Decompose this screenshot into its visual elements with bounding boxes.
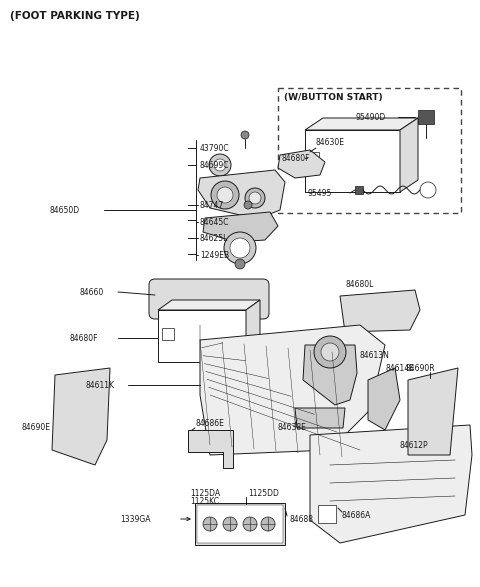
Circle shape [203,517,217,531]
Circle shape [243,517,257,531]
Circle shape [249,192,261,204]
Polygon shape [200,325,385,455]
Circle shape [261,517,275,531]
Circle shape [230,238,250,258]
Text: 84686A: 84686A [342,511,372,519]
Polygon shape [305,118,418,130]
Polygon shape [188,430,233,468]
Circle shape [211,181,239,209]
Bar [309,152,319,162]
Text: 84630E: 84630E [316,137,345,147]
Text: 95495: 95495 [308,188,332,197]
Text: 84660: 84660 [80,288,104,296]
Text: 84690E: 84690E [22,423,51,433]
Circle shape [217,187,233,203]
FancyBboxPatch shape [278,88,461,213]
Bar [305,130,400,192]
Polygon shape [198,170,285,218]
Circle shape [321,343,339,361]
Polygon shape [368,368,400,430]
Bar [318,505,336,523]
Text: 84680F: 84680F [70,333,98,342]
Polygon shape [52,368,110,465]
Polygon shape [340,290,420,332]
Text: (W/BUTTON START): (W/BUTTON START) [284,93,383,102]
Text: 84612P: 84612P [400,440,429,450]
Text: 84680L: 84680L [345,279,373,288]
Text: 84613N: 84613N [360,350,390,359]
FancyBboxPatch shape [149,279,269,319]
Circle shape [314,336,346,368]
Text: 84747: 84747 [200,201,224,210]
Polygon shape [203,212,278,242]
Polygon shape [303,345,357,405]
Bar [355,186,363,194]
Text: 84625L: 84625L [200,234,228,242]
Text: 84690R: 84690R [405,363,434,373]
Polygon shape [278,150,325,178]
Circle shape [244,201,252,209]
Polygon shape [400,118,418,192]
Polygon shape [158,300,260,310]
Text: 84680F: 84680F [281,153,310,163]
Text: 84686E: 84686E [195,419,224,427]
Circle shape [241,131,249,139]
Text: 95490D: 95490D [355,113,385,122]
Circle shape [235,259,245,269]
Text: 84611K: 84611K [85,380,114,390]
Circle shape [209,154,231,176]
Text: 1125DD: 1125DD [248,488,279,498]
Text: 84638E: 84638E [278,423,307,433]
Text: 43790C: 43790C [200,143,229,153]
Polygon shape [246,300,260,362]
Polygon shape [295,408,345,428]
Text: 84645C: 84645C [200,218,229,227]
Polygon shape [408,368,458,455]
Circle shape [223,517,237,531]
Text: 84688: 84688 [290,514,314,524]
Circle shape [420,182,436,198]
Circle shape [245,188,265,208]
Bar [195,503,285,545]
Text: 84699C: 84699C [200,160,229,170]
Circle shape [224,232,256,264]
Text: 84614E: 84614E [385,363,414,373]
Bar [418,110,434,124]
Bar [197,505,283,543]
Text: 84650D: 84650D [50,205,80,214]
Bar [162,328,174,340]
Polygon shape [310,425,472,543]
Bar [158,310,246,362]
Text: 1125KC: 1125KC [190,498,219,507]
Text: 1339GA: 1339GA [120,514,151,524]
Text: 1249EB: 1249EB [200,251,229,259]
Text: (FOOT PARKING TYPE): (FOOT PARKING TYPE) [10,11,140,21]
Circle shape [214,159,226,171]
Text: 1125DA: 1125DA [190,488,220,498]
